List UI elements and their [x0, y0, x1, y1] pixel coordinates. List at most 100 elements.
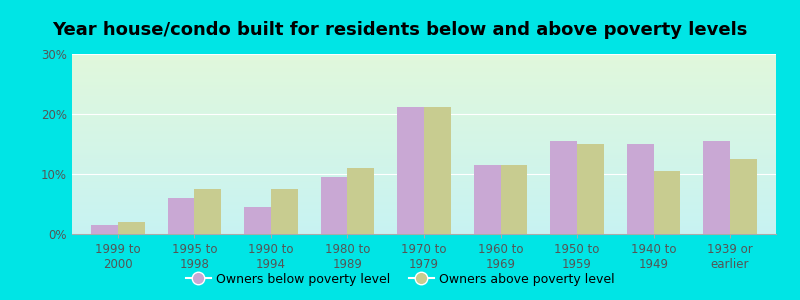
- Bar: [72, 72, 776, 73]
- Bar: [72, 103, 776, 104]
- Bar: [72, 168, 776, 169]
- Bar: [72, 173, 776, 174]
- Bar: [550, 141, 577, 234]
- Bar: [72, 159, 776, 160]
- Bar: [72, 133, 776, 134]
- Bar: [72, 194, 776, 195]
- Bar: [271, 189, 298, 234]
- Bar: [72, 186, 776, 187]
- Bar: [72, 69, 776, 70]
- Bar: [72, 162, 776, 163]
- Bar: [72, 195, 776, 196]
- Bar: [72, 132, 776, 133]
- Bar: [72, 137, 776, 138]
- Bar: [72, 134, 776, 135]
- Bar: [72, 120, 776, 121]
- Bar: [72, 126, 776, 127]
- Bar: [72, 218, 776, 219]
- Bar: [72, 174, 776, 175]
- Bar: [72, 196, 776, 197]
- Bar: [72, 204, 776, 205]
- Bar: [730, 159, 757, 234]
- Bar: [72, 61, 776, 62]
- Bar: [72, 185, 776, 186]
- Bar: [72, 142, 776, 143]
- Bar: [72, 118, 776, 119]
- Bar: [72, 71, 776, 72]
- Bar: [72, 152, 776, 153]
- Bar: [72, 110, 776, 111]
- Bar: [72, 82, 776, 83]
- Bar: [72, 177, 776, 178]
- Bar: [72, 178, 776, 179]
- Bar: [72, 211, 776, 212]
- Bar: [72, 85, 776, 86]
- Bar: [72, 105, 776, 106]
- Bar: [72, 107, 776, 108]
- Bar: [72, 169, 776, 170]
- Bar: [72, 92, 776, 93]
- Bar: [72, 151, 776, 152]
- Bar: [72, 225, 776, 226]
- Bar: [72, 155, 776, 156]
- Bar: [72, 226, 776, 227]
- Bar: [72, 100, 776, 101]
- Bar: [654, 171, 680, 234]
- Bar: [72, 179, 776, 180]
- Bar: [72, 203, 776, 204]
- Bar: [72, 172, 776, 173]
- Bar: [474, 165, 501, 234]
- Bar: [72, 200, 776, 201]
- Bar: [72, 190, 776, 191]
- Bar: [72, 65, 776, 66]
- Bar: [72, 141, 776, 142]
- Bar: [72, 150, 776, 151]
- Bar: [72, 122, 776, 123]
- Bar: [72, 149, 776, 150]
- Bar: [72, 183, 776, 184]
- Bar: [72, 73, 776, 74]
- Bar: [91, 225, 118, 234]
- Bar: [72, 198, 776, 199]
- Bar: [72, 209, 776, 210]
- Bar: [72, 66, 776, 67]
- Bar: [72, 83, 776, 84]
- Bar: [72, 76, 776, 77]
- Bar: [398, 107, 424, 234]
- Bar: [72, 167, 776, 168]
- Bar: [72, 202, 776, 203]
- Bar: [72, 104, 776, 105]
- Bar: [72, 232, 776, 233]
- Bar: [72, 81, 776, 82]
- Bar: [72, 98, 776, 99]
- Bar: [72, 223, 776, 224]
- Bar: [72, 130, 776, 131]
- Bar: [72, 106, 776, 107]
- Bar: [72, 228, 776, 229]
- Bar: [72, 117, 776, 118]
- Bar: [72, 147, 776, 148]
- Bar: [577, 144, 604, 234]
- Bar: [72, 54, 776, 55]
- Bar: [72, 124, 776, 125]
- Bar: [72, 115, 776, 116]
- Bar: [72, 184, 776, 185]
- Bar: [424, 107, 450, 234]
- Bar: [72, 59, 776, 60]
- Bar: [72, 67, 776, 68]
- Bar: [72, 214, 776, 215]
- Bar: [72, 145, 776, 146]
- Bar: [703, 141, 730, 234]
- Bar: [72, 224, 776, 225]
- Legend: Owners below poverty level, Owners above poverty level: Owners below poverty level, Owners above…: [181, 268, 619, 291]
- Bar: [72, 191, 776, 192]
- Bar: [72, 205, 776, 206]
- Bar: [72, 68, 776, 69]
- Bar: [72, 60, 776, 61]
- Bar: [72, 158, 776, 159]
- Bar: [72, 58, 776, 59]
- Bar: [72, 221, 776, 222]
- Bar: [72, 129, 776, 130]
- Bar: [72, 206, 776, 207]
- Bar: [72, 77, 776, 78]
